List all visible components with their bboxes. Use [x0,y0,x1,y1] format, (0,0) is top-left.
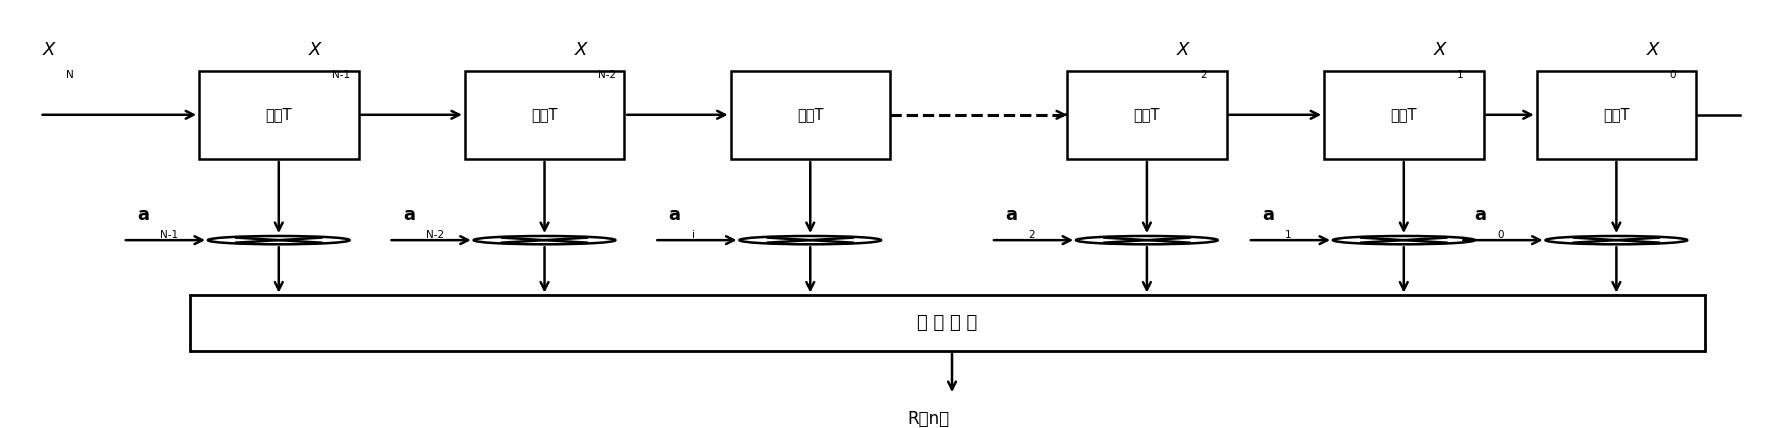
Text: 2: 2 [1200,70,1207,80]
Text: a: a [1262,205,1274,223]
Text: X: X [310,42,320,59]
Text: 0: 0 [1497,230,1504,240]
Text: X: X [1177,42,1189,59]
Ellipse shape [208,236,349,244]
Bar [190,295,1705,351]
Text: a: a [1474,205,1486,223]
Text: 延时T: 延时T [1134,107,1161,122]
Text: 2: 2 [1029,230,1034,240]
Text: N-2: N-2 [425,230,443,240]
Bar [1324,71,1483,159]
Text: 延时T: 延时T [530,107,557,122]
Text: a: a [137,205,150,223]
Ellipse shape [473,236,616,244]
Text: 延时T: 延时T [1604,107,1630,122]
Text: 0: 0 [1670,70,1677,80]
Text: 1: 1 [1458,70,1463,80]
Text: N-1: N-1 [331,70,351,80]
Text: N: N [66,70,75,80]
Ellipse shape [1545,236,1687,244]
Bar [730,71,890,159]
Text: a: a [1006,205,1016,223]
Text: a: a [669,205,680,223]
Text: 加 法 网 络: 加 法 网 络 [917,314,977,332]
Text: 延时T: 延时T [265,107,292,122]
Text: N-1: N-1 [160,230,178,240]
Ellipse shape [1333,236,1474,244]
Ellipse shape [739,236,881,244]
Text: X: X [43,42,55,59]
Bar [465,71,625,159]
Bar [199,71,358,159]
Text: R（n）: R（n） [908,410,951,428]
Bar [1068,71,1226,159]
Bar [1536,71,1696,159]
Text: a: a [402,205,415,223]
Text: X: X [1435,42,1447,59]
Text: X: X [575,42,587,59]
Text: 延时T: 延时T [1390,107,1417,122]
Text: 1: 1 [1285,230,1292,240]
Ellipse shape [1077,236,1218,244]
Text: N-2: N-2 [598,70,616,80]
Text: i: i [692,230,694,240]
Text: 延时T: 延时T [797,107,824,122]
Text: X: X [1646,42,1659,59]
